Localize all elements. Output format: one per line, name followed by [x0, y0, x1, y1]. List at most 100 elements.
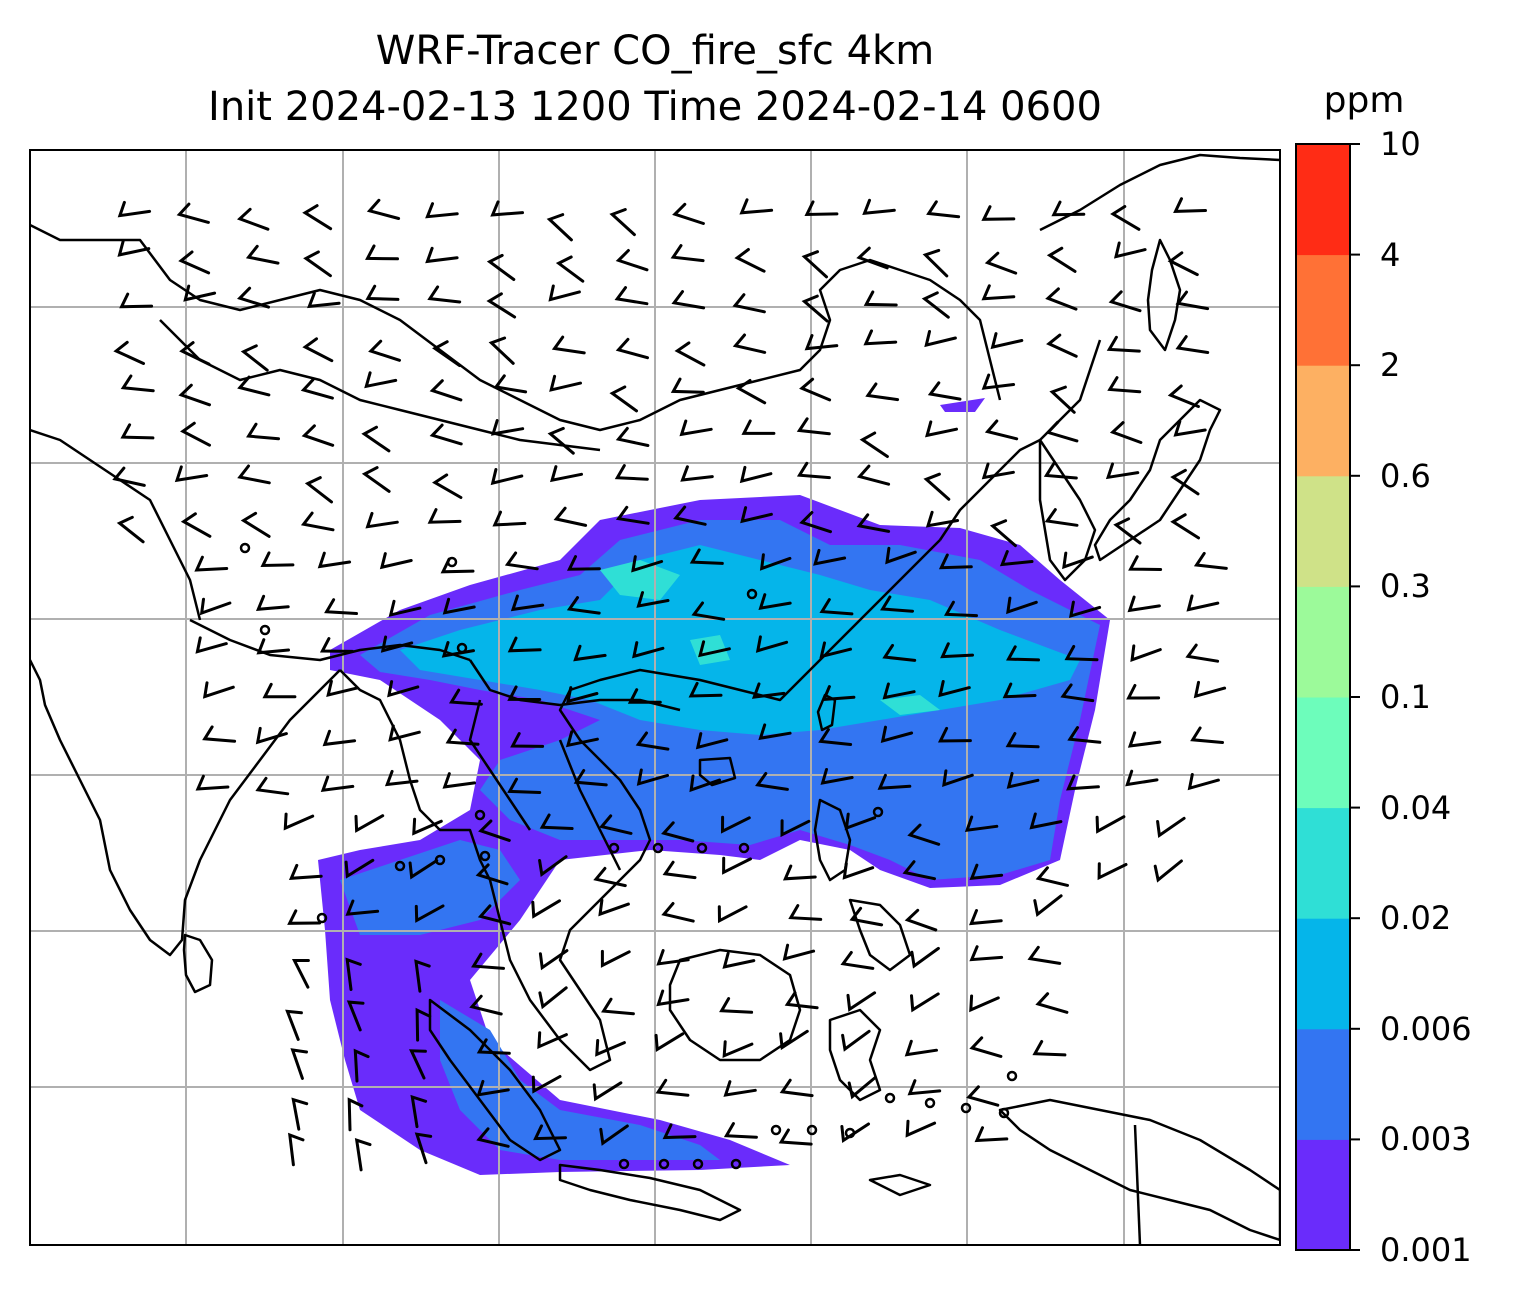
wind-barb [732, 293, 766, 314]
wind-barb [476, 1127, 510, 1148]
wind-barb [174, 465, 209, 483]
wind-barb [538, 949, 569, 971]
wind-barb [1173, 420, 1207, 437]
wind-barb [966, 1085, 1000, 1107]
wind-barb [1167, 384, 1200, 408]
wind-barb [796, 461, 831, 480]
calm-marker [474, 809, 486, 821]
calm-marker [960, 1102, 972, 1114]
wind-barb [1027, 945, 1062, 965]
wind-barb [722, 1040, 754, 1059]
wind-barb [507, 636, 542, 653]
map-title-line2: Init 2024-02-13 1200 Time 2024-02-14 060… [208, 84, 1102, 130]
wind-barb [599, 1124, 629, 1146]
wind-barb [347, 1097, 364, 1132]
wind-barb [779, 1029, 809, 1051]
wind-barb [615, 337, 649, 360]
wind-barb [240, 344, 269, 372]
wind-barb [981, 462, 1015, 480]
wind-barb [255, 776, 290, 796]
wind-barb [549, 465, 583, 483]
wind-barb [691, 601, 726, 621]
wind-barb [735, 379, 767, 405]
wind-barb [300, 378, 334, 400]
wind-barb [237, 286, 270, 309]
wind-barb [546, 213, 573, 242]
calm-marker [608, 842, 620, 854]
wind-barb [566, 555, 601, 571]
colorbar-tick-label: 4 [1380, 235, 1401, 274]
wind-barb [938, 553, 973, 570]
wind-barb [285, 1009, 303, 1041]
wind-barb [1046, 333, 1078, 358]
wind-barb [478, 819, 511, 842]
wind-barb [199, 597, 232, 616]
wind-barb [788, 904, 823, 921]
wind-barb [113, 340, 145, 365]
indochina-coast [488, 539, 941, 1072]
wind-barb [288, 1132, 305, 1167]
wind-barb [510, 732, 545, 748]
wind-barb [320, 775, 355, 792]
plume-level2b [340, 840, 520, 935]
wind-barb [1125, 769, 1159, 787]
wind-barb [609, 208, 636, 237]
wind-barb [414, 1132, 433, 1165]
wind-barb [202, 725, 237, 743]
wind-barb [324, 598, 358, 615]
wind-barb [410, 1094, 428, 1129]
wind-barb [844, 812, 877, 831]
wind-barb [779, 1078, 814, 1098]
wind-barb [937, 726, 972, 743]
wind-barb [1035, 866, 1069, 887]
china-interior-border [30, 223, 1002, 432]
wind-barb [507, 685, 542, 701]
new-guinea-border [1133, 1124, 1142, 1245]
wind-barb [291, 959, 310, 989]
wind-barb [120, 423, 155, 440]
wind-barb [1106, 335, 1141, 353]
wind-barb [442, 772, 476, 789]
wind-barb [1049, 385, 1076, 414]
colorbar-segment [1296, 918, 1350, 1030]
wind-barb [689, 548, 724, 565]
colorbar-tick-label: 0.006 [1380, 1009, 1472, 1048]
wind-barb [445, 728, 480, 746]
wind-barb [615, 426, 650, 447]
wind-barb [448, 688, 483, 706]
wind-barb [290, 1048, 308, 1080]
wind-barb [720, 815, 751, 834]
wind-barb [842, 862, 875, 880]
co-plume-layer [318, 398, 1110, 1175]
colorbar-tick-label: 0.04 [1380, 788, 1452, 827]
plume-level4 [600, 560, 680, 600]
colorbar-tick-label: 0.001 [1380, 1231, 1472, 1269]
calm-marker [446, 556, 458, 568]
wind-barb [661, 821, 695, 843]
wind-barb [964, 815, 999, 833]
wind-barb [804, 200, 839, 217]
wind-barb [116, 515, 145, 544]
wind-barb [1193, 680, 1227, 699]
wind-barb [414, 904, 445, 923]
wind-barb [910, 946, 940, 969]
wind-barb [981, 284, 1016, 301]
wind-barb [548, 284, 581, 302]
wind-barb [387, 680, 420, 698]
wind-barb [490, 468, 524, 486]
wind-barb [539, 813, 574, 830]
colorbar-segment [1296, 1139, 1350, 1251]
calm-marker [844, 1127, 856, 1139]
wind-barb [555, 255, 585, 283]
wind-barb [477, 904, 512, 926]
wind-barb [784, 991, 819, 1010]
wind-barb [636, 591, 670, 608]
wind-barb [1033, 894, 1063, 917]
wind-barb [723, 1122, 758, 1139]
wind-barb [553, 506, 588, 527]
wind-barb [841, 1029, 871, 1052]
colorbar-tick-label: 0.1 [1380, 678, 1431, 716]
wind-barb [1067, 726, 1102, 744]
wind-barb [317, 551, 352, 569]
calm-marker [692, 1158, 704, 1170]
